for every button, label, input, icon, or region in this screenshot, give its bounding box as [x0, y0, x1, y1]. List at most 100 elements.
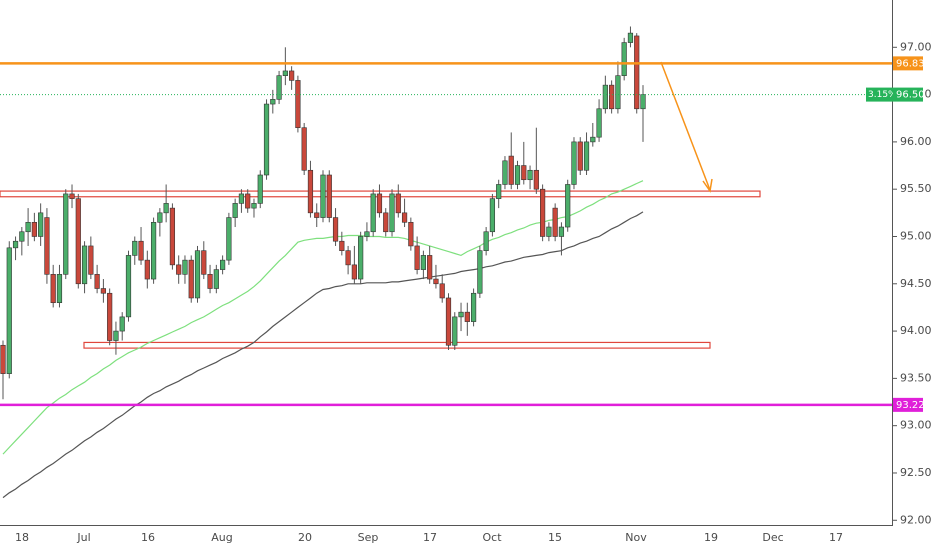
- candle-body: [144, 259, 150, 280]
- x-tick-label: 17: [423, 531, 437, 544]
- candle-body: [0, 344, 6, 374]
- candle-body: [176, 264, 182, 275]
- candle-body: [376, 193, 383, 214]
- level-label-box: [893, 56, 923, 71]
- y-tick-label: 93.00: [900, 419, 932, 432]
- candle-body: [113, 330, 119, 341]
- candle-body: [125, 255, 132, 318]
- x-tick-label: 17: [829, 531, 843, 544]
- candle-body: [107, 292, 113, 341]
- candle-body: [634, 35, 640, 110]
- candle-body: [119, 316, 125, 332]
- candle-body: [389, 193, 395, 233]
- candle-body: [150, 221, 157, 280]
- candle-body: [295, 80, 301, 129]
- y-tick-label: 95.50: [900, 182, 932, 195]
- candle-body: [289, 70, 295, 81]
- candle-body: [433, 278, 439, 285]
- level-label: 93.22: [896, 400, 925, 411]
- candle-body: [207, 274, 213, 289]
- candle-body: [81, 245, 88, 285]
- candle-body: [326, 174, 332, 218]
- candle-body: [19, 231, 25, 242]
- candle-body: [502, 160, 508, 185]
- moving-average: [2, 180, 644, 455]
- candle-body: [339, 240, 345, 251]
- candle-body: [571, 141, 577, 185]
- candle-body: [238, 193, 245, 204]
- candle-body: [332, 217, 339, 242]
- candle-body: [12, 240, 19, 249]
- arrow-head: [702, 178, 713, 193]
- candle-body: [245, 193, 251, 209]
- candle-body: [351, 264, 357, 280]
- x-tick-label: Sep: [358, 531, 379, 544]
- candle-body: [358, 236, 364, 280]
- candle-body: [577, 141, 583, 171]
- candle-body: [640, 94, 646, 110]
- candle-body: [439, 283, 445, 299]
- candle-body: [621, 42, 627, 76]
- moving-average: [2, 211, 644, 499]
- candle-body: [483, 231, 489, 251]
- candle-body: [470, 292, 477, 322]
- candle-body: [458, 311, 464, 318]
- candle-body: [395, 193, 401, 214]
- candle-body: [540, 188, 546, 237]
- candle-body: [31, 221, 37, 237]
- candle-body: [320, 174, 326, 218]
- candle-body: [50, 274, 56, 304]
- candle-body: [477, 250, 483, 294]
- candle-body: [163, 203, 169, 214]
- candle-body: [420, 255, 426, 270]
- candle-body: [533, 169, 539, 190]
- candle-body: [307, 169, 314, 214]
- candle-body: [56, 274, 63, 304]
- y-tick-label: 94.00: [900, 324, 932, 337]
- level-label: 96.83: [896, 58, 925, 69]
- candle-body: [220, 259, 226, 270]
- candle-body: [257, 174, 263, 204]
- candle-body: [596, 108, 602, 138]
- x-tick-label: Dec: [762, 531, 783, 544]
- candle-body: [194, 250, 201, 299]
- candle-body: [558, 226, 565, 237]
- x-tick-label: Aug: [211, 531, 232, 544]
- candle-body: [201, 250, 207, 275]
- zone: [83, 341, 711, 349]
- candle-body: [345, 250, 351, 266]
- candle-body: [213, 269, 219, 289]
- candle-body: [414, 245, 420, 270]
- candle-body: [521, 165, 527, 181]
- candle-body: [138, 240, 144, 261]
- candle-body: [100, 288, 106, 294]
- candle-body: [251, 203, 257, 209]
- candle-body: [44, 217, 50, 275]
- candle-body: [75, 198, 81, 285]
- level-label-box: [893, 397, 923, 412]
- candle-body: [301, 127, 307, 171]
- candle-body: [401, 212, 408, 223]
- candle-body: [408, 221, 414, 247]
- y-tick-label: 93.50: [900, 371, 932, 384]
- candle-body: [508, 155, 514, 185]
- candle-body: [63, 193, 69, 275]
- candle-body: [514, 165, 521, 185]
- candle-body: [232, 203, 238, 218]
- candle-body: [383, 212, 389, 233]
- y-tick-label: 94.50: [900, 277, 932, 290]
- candle-body: [496, 184, 502, 199]
- candle-body: [25, 221, 31, 233]
- candle-body: [370, 193, 376, 233]
- candle-body: [445, 297, 452, 346]
- candle-body: [565, 184, 571, 228]
- candle-body: [276, 75, 282, 100]
- candle-body: [627, 32, 634, 43]
- y-tick-label: 92.00: [900, 513, 932, 526]
- candle-body: [94, 274, 100, 289]
- candle-body: [6, 247, 12, 374]
- candle-body: [546, 226, 552, 237]
- candle-body: [157, 212, 163, 223]
